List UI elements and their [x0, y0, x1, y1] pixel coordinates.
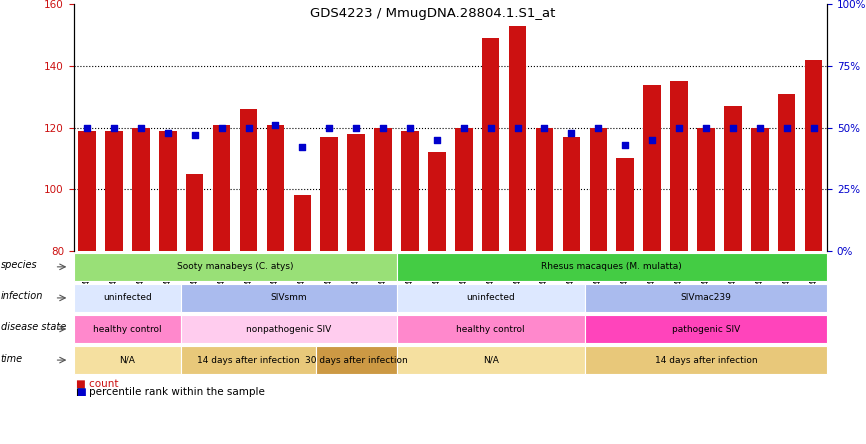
Text: Rhesus macaques (M. mulatta): Rhesus macaques (M. mulatta) [541, 262, 682, 271]
Point [376, 124, 390, 131]
Point [457, 124, 471, 131]
Text: disease state: disease state [1, 322, 66, 333]
Bar [617, 159, 634, 251]
Bar [240, 109, 257, 251]
Bar [563, 137, 580, 251]
Point [484, 124, 498, 131]
Bar [536, 128, 553, 251]
Point [242, 124, 255, 131]
Point [161, 129, 175, 136]
Bar [316, 346, 397, 374]
Bar [186, 174, 204, 251]
Point [188, 131, 202, 139]
Text: N/A: N/A [120, 356, 135, 365]
Point [430, 136, 443, 143]
Point [295, 144, 309, 151]
Point [538, 124, 552, 131]
Point [591, 124, 605, 131]
Point [565, 129, 578, 136]
Bar [74, 346, 181, 374]
Point [726, 124, 740, 131]
Text: species: species [1, 260, 37, 270]
Point [215, 124, 229, 131]
Point [672, 124, 686, 131]
Bar [724, 106, 741, 251]
Bar [294, 195, 311, 251]
Bar [74, 284, 181, 312]
Point [322, 124, 336, 131]
Text: pathogenic SIV: pathogenic SIV [672, 325, 740, 333]
Bar [778, 94, 795, 251]
Point [81, 124, 94, 131]
Point [403, 124, 417, 131]
Bar [132, 128, 150, 251]
Bar [585, 315, 827, 343]
Bar [509, 26, 527, 251]
Text: Sooty manabeys (C. atys): Sooty manabeys (C. atys) [177, 262, 294, 271]
Text: nonpathogenic SIV: nonpathogenic SIV [246, 325, 332, 333]
Bar [670, 81, 688, 251]
Bar [482, 38, 500, 251]
Text: time: time [1, 353, 23, 364]
Bar [374, 128, 391, 251]
Text: uninfected: uninfected [466, 293, 515, 302]
Bar [585, 346, 827, 374]
Bar [74, 253, 397, 281]
Point [107, 124, 121, 131]
Bar [428, 152, 446, 251]
Bar [159, 131, 177, 251]
Bar [590, 128, 607, 251]
Bar [397, 284, 585, 312]
Point [618, 141, 632, 148]
Bar [181, 284, 397, 312]
Bar [401, 131, 418, 251]
Point [806, 124, 820, 131]
Text: 14 days after infection: 14 days after infection [197, 356, 300, 365]
Text: healthy control: healthy control [456, 325, 525, 333]
Text: infection: infection [1, 291, 43, 301]
Point [699, 124, 713, 131]
Bar [181, 315, 397, 343]
Text: ■ count: ■ count [76, 379, 119, 389]
Bar [181, 346, 316, 374]
Bar [585, 284, 827, 312]
Text: ■ percentile rank within the sample: ■ percentile rank within the sample [76, 387, 265, 396]
Bar [805, 60, 823, 251]
Text: uninfected: uninfected [103, 293, 152, 302]
Text: 14 days after infection: 14 days after infection [655, 356, 757, 365]
Text: ■: ■ [76, 387, 86, 396]
Bar [74, 315, 181, 343]
Point [268, 122, 282, 129]
Bar [320, 137, 338, 251]
Bar [267, 125, 284, 251]
Bar [347, 134, 365, 251]
Text: N/A: N/A [482, 356, 499, 365]
Point [134, 124, 148, 131]
Bar [697, 128, 714, 251]
Point [645, 136, 659, 143]
Bar [751, 128, 768, 251]
Bar [78, 131, 96, 251]
Bar [397, 253, 827, 281]
Text: healthy control: healthy control [94, 325, 162, 333]
Bar [397, 346, 585, 374]
Point [753, 124, 766, 131]
Bar [397, 315, 585, 343]
Text: SIVmac239: SIVmac239 [681, 293, 732, 302]
Text: SIVsmm: SIVsmm [270, 293, 307, 302]
Bar [455, 128, 473, 251]
Text: 30 days after infection: 30 days after infection [305, 356, 408, 365]
Point [511, 124, 525, 131]
Point [779, 124, 793, 131]
Point [349, 124, 363, 131]
Bar [213, 125, 230, 251]
Bar [106, 131, 123, 251]
Text: GDS4223 / MmugDNA.28804.1.S1_at: GDS4223 / MmugDNA.28804.1.S1_at [310, 7, 556, 20]
Bar [643, 84, 661, 251]
